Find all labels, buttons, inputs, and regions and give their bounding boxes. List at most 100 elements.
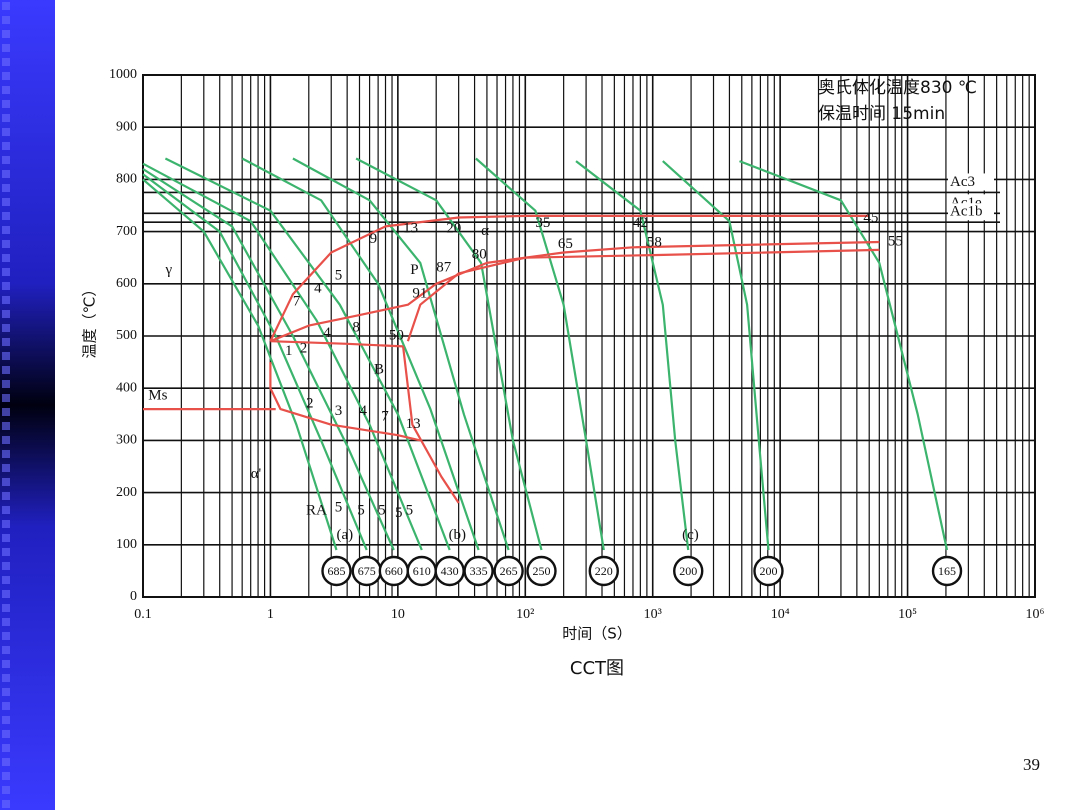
curve <box>142 178 338 551</box>
annotation: 1 <box>285 343 293 359</box>
annotation: 4 <box>314 280 322 296</box>
hardness-label: 200 <box>679 564 697 578</box>
x-axis-label: 时间（S） <box>562 625 632 643</box>
curve <box>142 168 395 551</box>
hardness-label: 220 <box>595 564 613 578</box>
annotation: 87 <box>436 260 452 276</box>
annotation: (a) <box>337 527 354 543</box>
hardness-label: 685 <box>328 564 346 578</box>
annotation: 13 <box>406 416 421 432</box>
plot: 0 100 200 300 400 500 600 700 800 900 1000 0.1 1 10 10… <box>109 67 1045 622</box>
page-number: 39 <box>1023 755 1040 774</box>
info-box <box>800 72 1030 132</box>
hardness-circle <box>526 555 557 587</box>
curve <box>164 157 451 551</box>
curve <box>142 162 423 551</box>
curve <box>292 157 510 551</box>
curve <box>142 173 368 551</box>
annotation: 4 <box>323 325 331 341</box>
annotation: 9 <box>370 231 378 247</box>
annotation: 5 <box>406 502 414 518</box>
curve <box>739 160 949 551</box>
annotation: 2 <box>300 340 308 356</box>
annotation: 80 <box>472 247 487 263</box>
hardness-circle <box>321 555 352 587</box>
annotation: 2 <box>306 395 314 411</box>
curve <box>475 157 605 551</box>
annotation: 5 <box>335 500 343 516</box>
annotation: 7 <box>293 294 301 310</box>
x-tick-label: 0.1 <box>134 607 152 622</box>
curve <box>269 362 421 442</box>
reference-label-bg <box>948 203 994 221</box>
annotation: 13 <box>403 220 418 236</box>
x-tick-label: 10³ <box>644 607 662 622</box>
curve <box>402 346 460 504</box>
annotation: (b) <box>449 527 467 543</box>
curve <box>575 160 690 551</box>
annotation: (c) <box>682 527 699 543</box>
hardness-label: 430 <box>441 564 459 578</box>
hardness-label: 675 <box>358 564 376 578</box>
hardness-label: 660 <box>385 564 403 578</box>
side-pattern <box>0 0 14 810</box>
hardness-label: 165 <box>938 564 956 578</box>
annotation: 50 <box>389 327 404 343</box>
hardness-label: 610 <box>413 564 431 578</box>
x-tick-label: 1 <box>267 607 274 622</box>
hardness-circle <box>588 555 619 587</box>
annotation: 8 <box>352 320 360 336</box>
annotation: RA <box>306 502 327 518</box>
reference-label-bg <box>948 173 994 191</box>
hardness-label: 250 <box>532 564 550 578</box>
y-tick-label: 700 <box>116 224 137 239</box>
curve <box>406 248 880 342</box>
hardness-circle <box>493 555 524 587</box>
y-tick-label: 0 <box>130 589 137 604</box>
annotation: 5 <box>395 505 403 521</box>
annotation: 5 <box>335 267 343 283</box>
annotation: 7 <box>381 408 389 424</box>
x-tick-label: 10⁶ <box>1026 607 1045 622</box>
y-tick-label: 400 <box>116 380 137 395</box>
y-tick-label: 800 <box>116 172 137 187</box>
info-line: 奥氏体化温度830 ℃ <box>818 78 977 98</box>
annotation: 91 <box>412 286 427 302</box>
annotation: 45 <box>863 210 878 226</box>
annotation: 58 <box>647 235 662 251</box>
curve <box>355 157 543 551</box>
x-tick-label: 10 <box>391 607 405 622</box>
annotation: 5 <box>378 502 386 518</box>
curve <box>269 214 870 342</box>
chart-title: CCT图 <box>570 658 624 679</box>
annotation: 3 <box>335 403 343 419</box>
hardness-circle <box>673 555 704 587</box>
reference-label: Ac3 <box>950 174 975 190</box>
info-line: 保温时间 15min <box>818 104 945 124</box>
annotation: γ <box>164 262 172 278</box>
annotation: α' <box>251 466 262 482</box>
y-tick-label: 200 <box>116 485 137 500</box>
annotation: 5 <box>357 502 365 518</box>
y-tick-label: 500 <box>116 328 137 343</box>
hardness-circle <box>753 555 784 587</box>
hardness-label: 200 <box>759 564 777 578</box>
curve <box>241 157 480 551</box>
annotation: 20 <box>446 220 461 236</box>
annotation: 35 <box>535 215 550 231</box>
hardness-circle <box>931 555 963 587</box>
plot-frame <box>142 74 1036 598</box>
curve <box>662 160 770 551</box>
x-tick-label: 10² <box>516 607 534 622</box>
annotation: 65 <box>558 236 573 252</box>
hardness-label: 265 <box>500 564 518 578</box>
annotation: Ms <box>148 387 167 403</box>
y-tick-label: 600 <box>116 276 137 291</box>
y-tick-label: 300 <box>116 433 137 448</box>
annotation: P <box>410 262 418 278</box>
annotation: 55 <box>888 233 903 249</box>
curve <box>270 340 404 348</box>
x-tick-label: 10⁴ <box>771 607 790 622</box>
hardness-label: 335 <box>470 564 488 578</box>
